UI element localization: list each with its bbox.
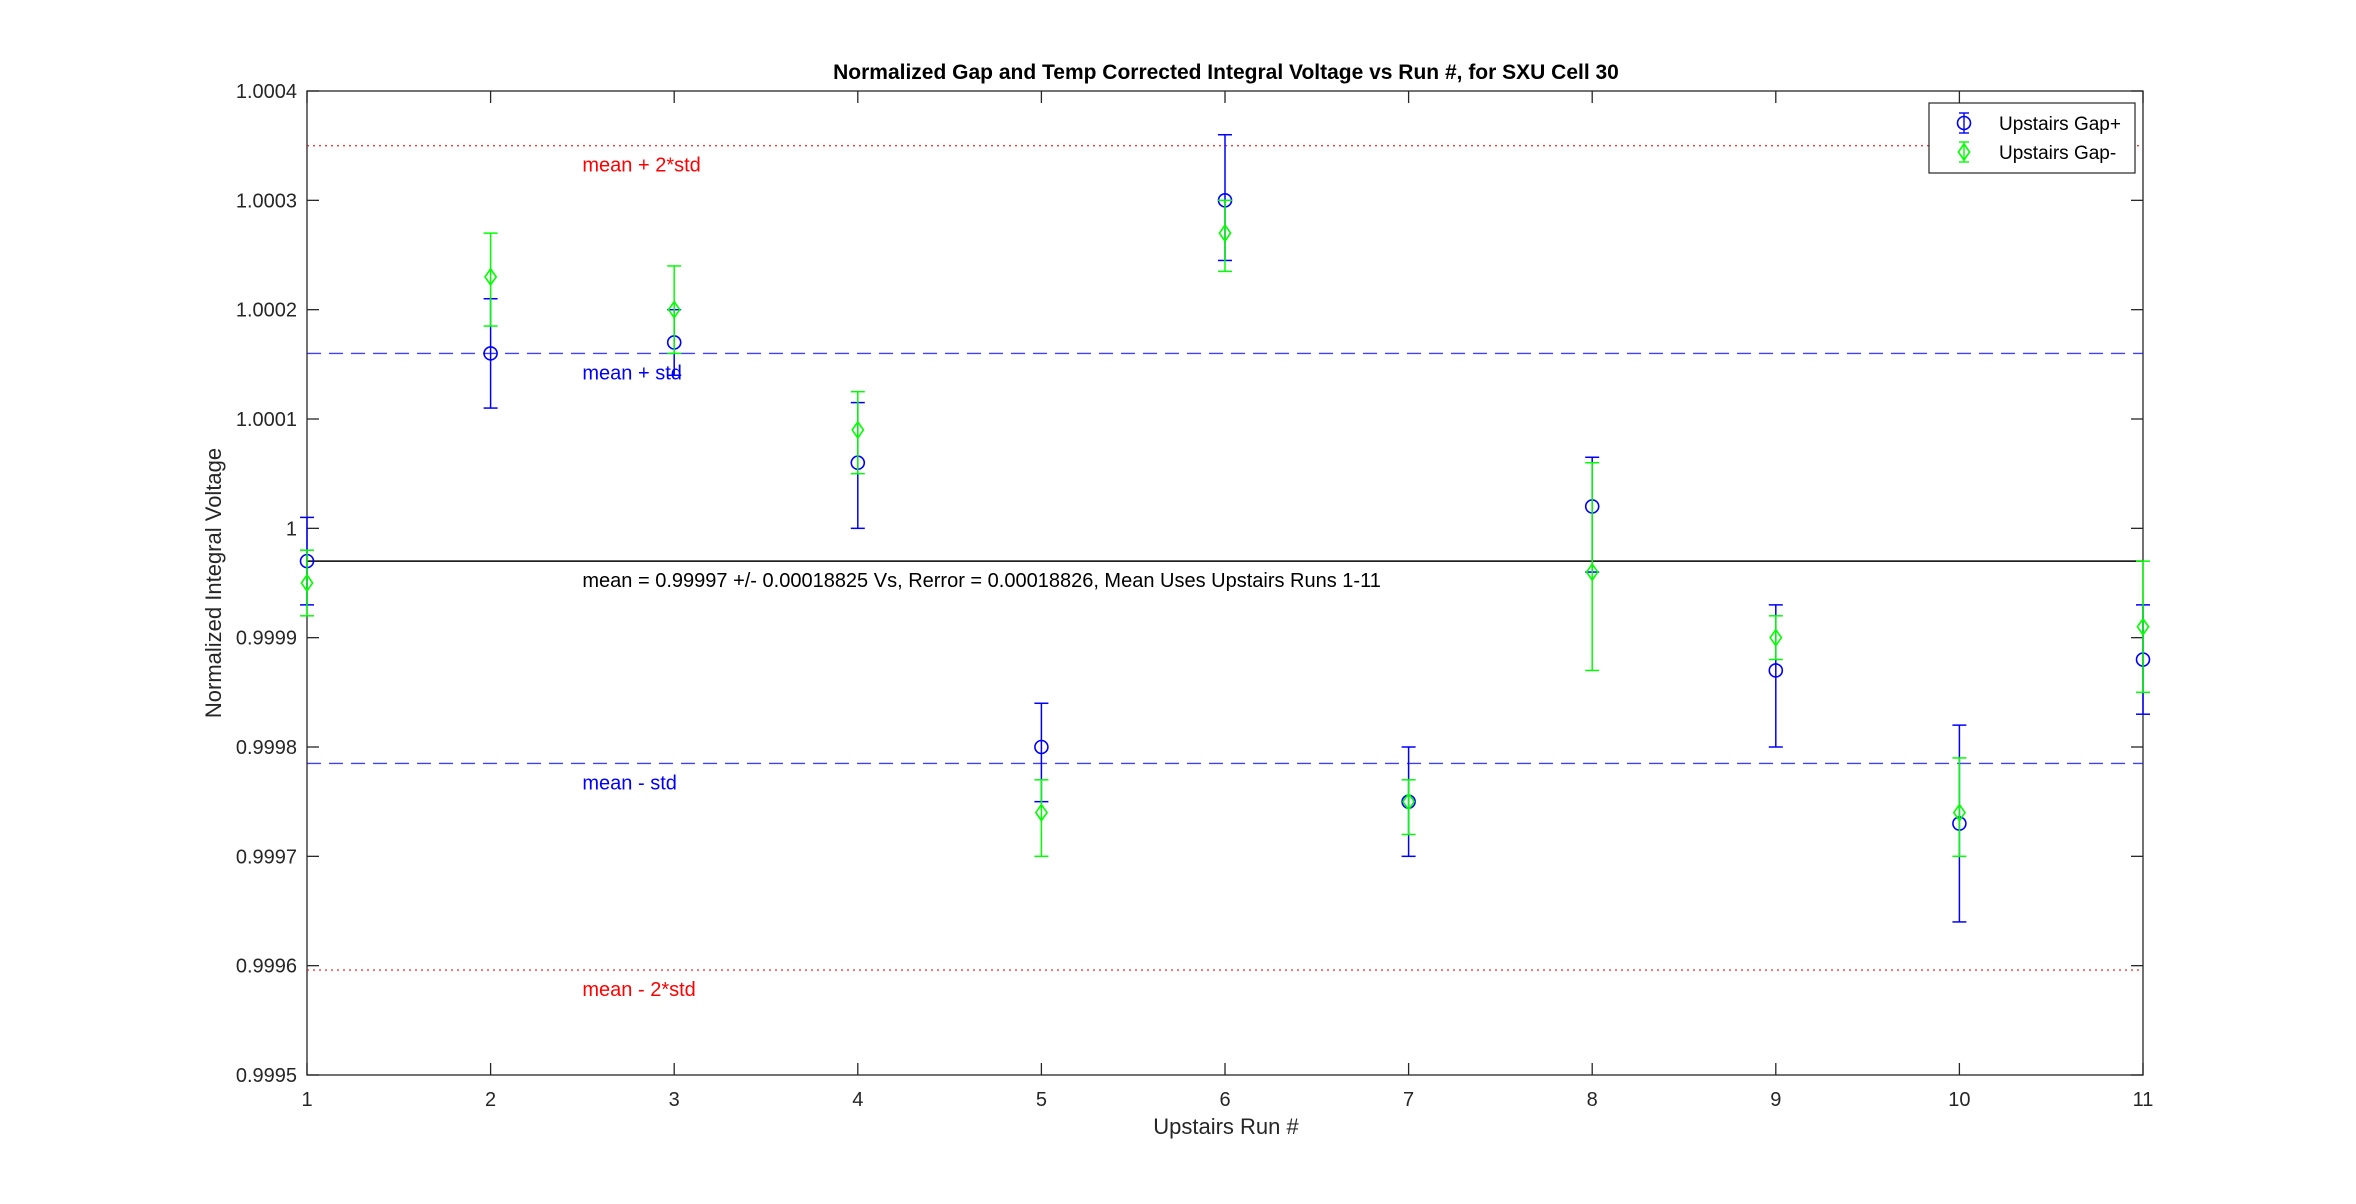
x-axis-label: Upstairs Run # <box>1153 1114 1299 1139</box>
data-point <box>1034 739 1049 755</box>
data-point <box>667 300 681 320</box>
data-point <box>851 420 865 440</box>
reference-line-label: mean - std <box>582 772 676 794</box>
data-point <box>1402 792 1416 812</box>
x-tick-label: 2 <box>485 1089 496 1111</box>
x-tick-label: 10 <box>1948 1089 1970 1111</box>
y-tick-label: 1.0001 <box>236 409 297 431</box>
data-point <box>484 267 498 287</box>
reference-line-label: mean - 2*std <box>582 979 695 1001</box>
y-axis-label: Normalized Integral Voltage <box>201 448 226 718</box>
y-tick-label: 1.0002 <box>236 300 297 322</box>
x-tick-label: 5 <box>1036 1089 1047 1111</box>
data-point <box>483 346 498 361</box>
data-point <box>1585 562 1599 582</box>
y-tick-label: 0.9998 <box>236 737 297 759</box>
y-tick-label: 1.0004 <box>236 81 297 103</box>
x-tick-label: 8 <box>1587 1089 1598 1111</box>
chart-title: Normalized Gap and Temp Corrected Integr… <box>833 61 1619 84</box>
data-point <box>2136 617 2150 637</box>
x-tick-label: 4 <box>852 1089 863 1111</box>
data-point <box>1952 803 1966 822</box>
reference-line-label: mean + std <box>582 362 682 384</box>
legend-marker <box>1956 115 1972 131</box>
y-tick-label: 0.9999 <box>236 628 297 650</box>
plot-area: 1 2 3 4 5 6 7 8 9 10 11 0.9995 0.9996 0.9997 0.9998 0.9… <box>236 81 2154 1111</box>
legend-label: Upstairs Gap- <box>1999 143 2116 164</box>
legend-label: Upstairs Gap+ <box>1999 114 2121 135</box>
x-tick-label: 9 <box>1770 1089 1781 1111</box>
x-tick-label: 3 <box>669 1089 680 1111</box>
reference-line-label: mean = 0.99997 +/- 0.00018825 Vs, Rerror… <box>582 570 1380 592</box>
data-point <box>1768 663 1784 678</box>
x-tick-label: 1 <box>301 1089 312 1111</box>
x-tick-label: 11 <box>2133 1089 2154 1111</box>
data-point <box>1769 628 1783 648</box>
x-tick-label: 7 <box>1403 1089 1414 1111</box>
reference-line-label: mean + 2*std <box>582 155 700 177</box>
data-point <box>1034 803 1048 822</box>
y-tick-label: 1 <box>286 518 297 540</box>
data-point <box>1218 223 1232 243</box>
y-tick-label: 0.9996 <box>236 956 297 978</box>
legend-marker <box>1957 142 1971 162</box>
y-tick-label: 0.9995 <box>236 1065 297 1087</box>
x-tick-label: 6 <box>1219 1089 1230 1111</box>
data-point <box>300 573 314 593</box>
y-tick-label: 1.0003 <box>236 190 297 212</box>
y-tick-label: 0.9997 <box>236 846 297 868</box>
